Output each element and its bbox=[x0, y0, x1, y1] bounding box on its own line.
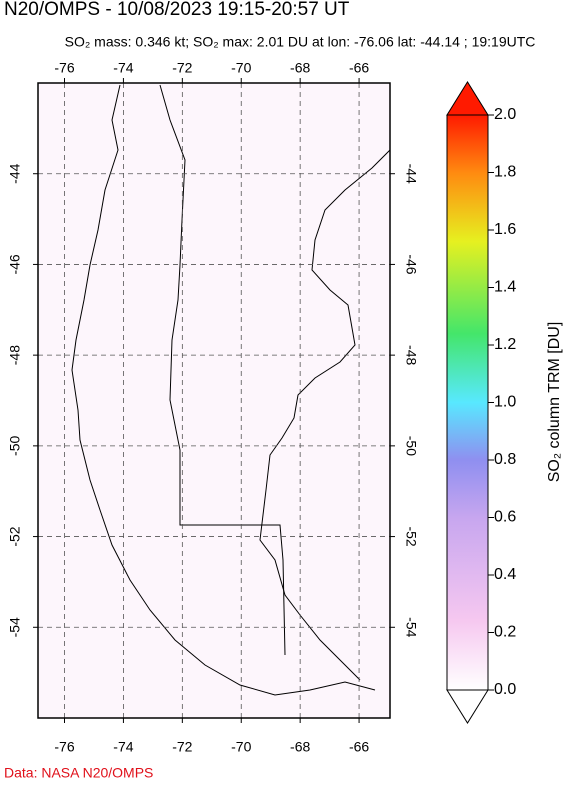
x-tick-label: -68 bbox=[290, 60, 310, 76]
colorbar-tick-label: 0.2 bbox=[494, 624, 516, 641]
x-tick-label: -70 bbox=[231, 739, 251, 755]
colorbar-tick-label: 1.6 bbox=[494, 221, 516, 238]
colorbar-tick-label: 0.0 bbox=[494, 681, 516, 698]
x-tick-label: -72 bbox=[172, 739, 192, 755]
colorbar-tick-label: 0.8 bbox=[494, 451, 516, 468]
coastline bbox=[259, 149, 391, 681]
x-tick-label: -68 bbox=[290, 739, 310, 755]
y-tick-label: -50 bbox=[403, 436, 419, 456]
x-tick-label: -72 bbox=[172, 60, 192, 76]
colorbar-tick-label: 1.0 bbox=[494, 394, 516, 411]
colorbar-tick-label: 0.4 bbox=[494, 566, 516, 583]
y-tick-label: -48 bbox=[403, 345, 419, 365]
colorbar-tick-label: 0.6 bbox=[494, 509, 516, 526]
colorbar-label: SO₂ column TRM [DU] bbox=[546, 322, 563, 483]
y-tick-label: -48 bbox=[7, 345, 23, 365]
y-tick-label: -44 bbox=[7, 163, 23, 183]
x-tick-label: -74 bbox=[113, 739, 133, 755]
credit: Data: NASA N20/OMPS bbox=[4, 765, 153, 781]
y-tick-label: -44 bbox=[403, 164, 419, 184]
title: N20/OMPS - 10/08/2023 19:15-20:57 UT bbox=[4, 0, 350, 20]
x-tick-label: -66 bbox=[349, 739, 369, 755]
colorbar-max-arrow bbox=[446, 81, 489, 116]
colorbar-tick-label: 1.4 bbox=[494, 279, 516, 296]
x-tick-label: -76 bbox=[54, 739, 74, 755]
y-tick-label: -54 bbox=[7, 617, 23, 637]
colorbar-min-arrow bbox=[446, 689, 489, 724]
x-tick-label: -70 bbox=[231, 60, 251, 76]
x-tick-label: -76 bbox=[54, 60, 74, 76]
colorbar-tick-label: 2.0 bbox=[494, 106, 516, 123]
y-tick-label: -46 bbox=[7, 254, 23, 274]
y-tick-label: -46 bbox=[403, 254, 419, 274]
coastline bbox=[71, 84, 376, 696]
y-tick-label: -54 bbox=[403, 617, 419, 637]
y-tick-label: -50 bbox=[7, 436, 23, 456]
x-tick-label: -74 bbox=[113, 60, 133, 76]
colorbar-tick-label: 1.2 bbox=[494, 336, 516, 353]
map-background bbox=[38, 83, 390, 718]
map bbox=[37, 82, 391, 719]
colorbar-tick-label: 1.8 bbox=[494, 164, 516, 181]
y-tick-label: -52 bbox=[403, 526, 419, 546]
border bbox=[159, 84, 286, 656]
colorbar bbox=[446, 114, 489, 691]
subtitle: SO₂ mass: 0.346 kt; SO₂ max: 2.01 DU at … bbox=[65, 34, 536, 50]
y-tick-label: -52 bbox=[7, 526, 23, 546]
x-tick-label: -66 bbox=[349, 60, 369, 76]
map-frame bbox=[37, 82, 391, 719]
